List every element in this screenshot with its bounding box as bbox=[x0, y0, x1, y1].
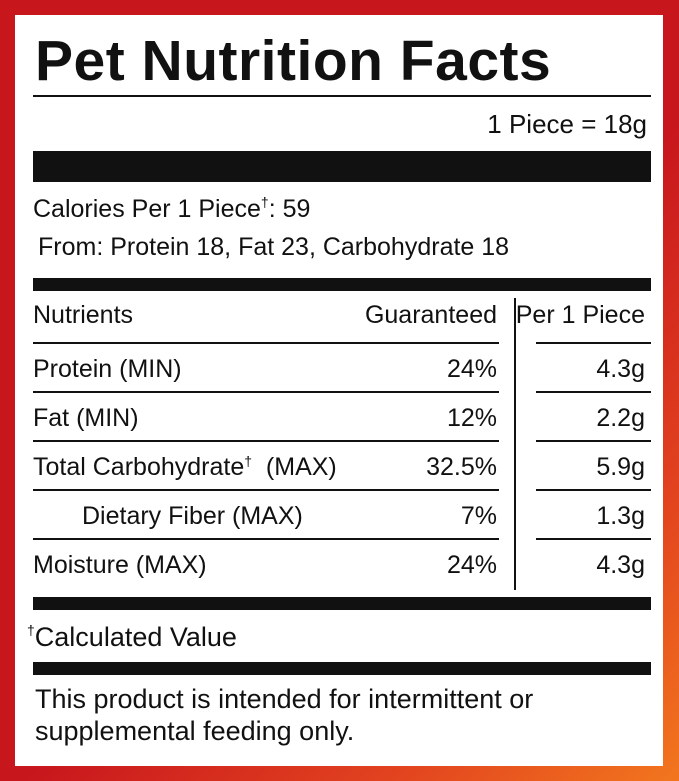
title-divider bbox=[33, 95, 651, 97]
nutrient-label: Total Carbohydrate† (MAX) bbox=[33, 453, 337, 481]
per-piece-value: 4.3g bbox=[596, 551, 645, 579]
footnote-text: Calculated Value bbox=[34, 622, 237, 652]
row-divider bbox=[536, 489, 651, 491]
footnote-dagger: † bbox=[27, 622, 35, 638]
per-piece-value: 2.2g bbox=[596, 404, 645, 432]
calories-dagger: † bbox=[260, 194, 269, 210]
nutrition-facts-panel: Pet Nutrition Facts 1 Piece = 18g Calori… bbox=[15, 15, 663, 766]
row-divider bbox=[33, 440, 499, 442]
nutrient-label-suffix: (MAX) bbox=[252, 453, 337, 481]
carbohydrate-dagger: † bbox=[244, 453, 253, 469]
guaranteed-value: 24% bbox=[446, 355, 497, 383]
guaranteed-value: 32.5% bbox=[426, 453, 497, 481]
nutrient-label: Protein (MIN) bbox=[33, 355, 182, 383]
calories-label: Calories Per 1 Piece bbox=[33, 195, 261, 223]
guaranteed-value: 24% bbox=[446, 551, 497, 579]
per-piece-value: 1.3g bbox=[596, 502, 645, 530]
header-guaranteed: Guaranteed bbox=[364, 301, 497, 329]
per-piece-value: 5.9g bbox=[596, 453, 645, 481]
calories-line: Calories Per 1 Piece†: 59 bbox=[33, 194, 311, 223]
thick-bar-top bbox=[33, 151, 651, 182]
table-bottom-bar bbox=[33, 597, 651, 610]
row-divider bbox=[536, 538, 651, 540]
per-piece-value: 4.3g bbox=[596, 355, 645, 383]
row-divider bbox=[536, 391, 651, 393]
footnote: †Calculated Value bbox=[27, 622, 237, 652]
nutrient-label: Dietary Fiber (MAX) bbox=[82, 502, 303, 530]
column-divider bbox=[514, 298, 516, 590]
nutrient-label: Moisture (MAX) bbox=[33, 551, 207, 579]
nutrient-label: Fat (MIN) bbox=[33, 404, 139, 432]
row-divider bbox=[536, 342, 651, 344]
feeding-disclaimer: This product is intended for intermitten… bbox=[35, 684, 534, 746]
table-top-bar bbox=[33, 278, 651, 291]
row-divider bbox=[536, 440, 651, 442]
guaranteed-value: 7% bbox=[460, 502, 497, 530]
row-divider bbox=[33, 391, 499, 393]
footer-bar bbox=[33, 662, 651, 675]
panel-title: Pet Nutrition Facts bbox=[35, 29, 552, 93]
calories-value: : 59 bbox=[268, 195, 311, 223]
serving-size: 1 Piece = 18g bbox=[487, 109, 647, 139]
row-divider bbox=[33, 538, 499, 540]
header-per-piece: Per 1 Piece bbox=[515, 301, 645, 329]
guaranteed-value: 12% bbox=[446, 404, 497, 432]
nutrient-label-name: Total Carbohydrate bbox=[33, 453, 245, 481]
row-divider bbox=[33, 342, 499, 344]
row-divider bbox=[33, 489, 499, 491]
header-nutrients: Nutrients bbox=[33, 301, 134, 329]
calories-from: From: Protein 18, Fat 23, Carbohydrate 1… bbox=[38, 233, 510, 261]
